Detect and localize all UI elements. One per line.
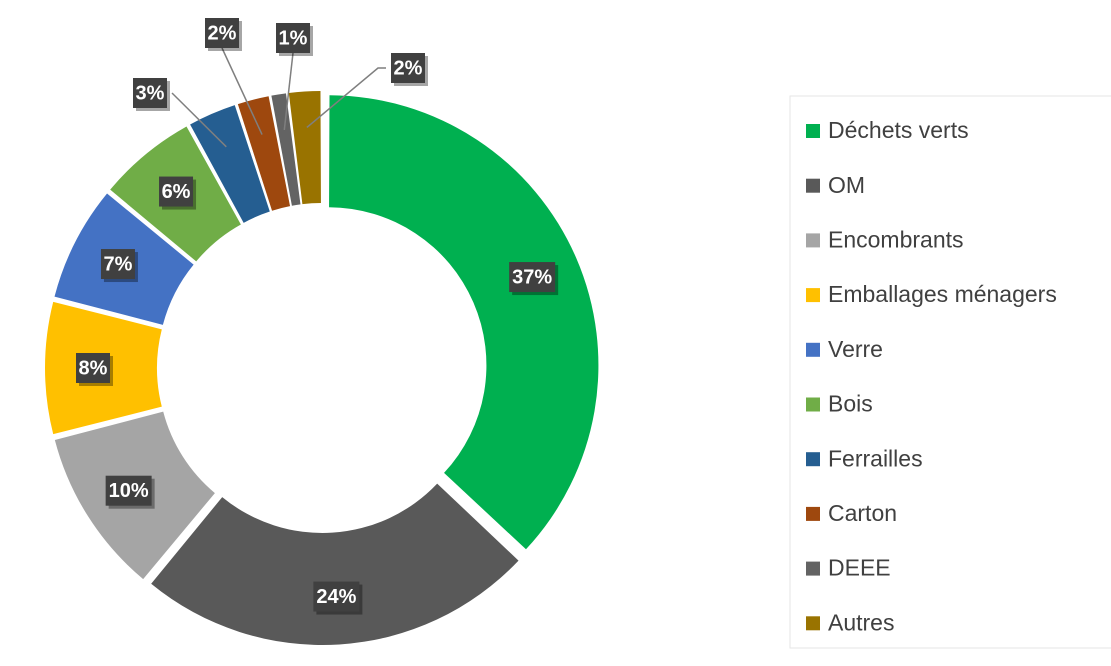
leader-line — [221, 47, 263, 135]
donut-segment — [190, 105, 270, 223]
leader-line — [306, 67, 386, 129]
data-label: 37% — [512, 266, 552, 288]
label-box — [509, 262, 556, 293]
data-label: 7% — [104, 253, 133, 275]
label-box — [100, 249, 135, 280]
leader-line — [171, 92, 227, 148]
label-box — [133, 78, 167, 108]
label-box — [276, 23, 310, 53]
donut-segment — [271, 93, 301, 206]
legend-swatch — [806, 288, 820, 303]
legend-label: Autres — [828, 609, 894, 635]
label-box — [205, 18, 239, 48]
legend-label: Carton — [828, 500, 897, 526]
leader-line — [283, 52, 294, 131]
data-label: 8% — [79, 357, 108, 379]
legend-label: Déchets verts — [828, 117, 969, 143]
donut-segment — [329, 95, 599, 550]
legend-swatch — [806, 178, 820, 193]
label-box — [76, 353, 110, 383]
donut-segment — [288, 91, 321, 205]
legend-box — [789, 95, 1111, 649]
legend-swatch — [806, 124, 820, 138]
legend-label: Emballages ménagers — [828, 281, 1057, 307]
legend-swatch — [806, 616, 820, 631]
legend-swatch — [806, 397, 820, 412]
data-label: 3% — [136, 82, 165, 104]
label-box — [105, 475, 152, 506]
legend-label: Verre — [828, 336, 883, 362]
legend-swatch — [806, 452, 820, 467]
label-box — [159, 176, 194, 207]
legend-label: Ferrailles — [828, 445, 923, 471]
legend-label: Bois — [828, 391, 873, 417]
data-label: 2% — [208, 22, 237, 44]
data-label: 10% — [109, 480, 149, 502]
label-box — [313, 581, 360, 612]
data-label: 2% — [394, 57, 423, 79]
legend-swatch — [806, 342, 820, 357]
data-label: 24% — [316, 586, 356, 608]
legend-label: Encombrants — [828, 226, 964, 252]
legend-swatch — [806, 233, 820, 248]
data-label: 1% — [279, 27, 308, 49]
legend-label: DEEE — [828, 555, 891, 581]
legend-swatch — [806, 506, 820, 521]
data-label: 6% — [162, 181, 191, 203]
donut-segment — [151, 483, 519, 645]
legend-swatch — [806, 561, 820, 576]
legend-label: OM — [828, 172, 865, 198]
donut-segment — [237, 96, 291, 211]
label-box — [391, 53, 425, 83]
